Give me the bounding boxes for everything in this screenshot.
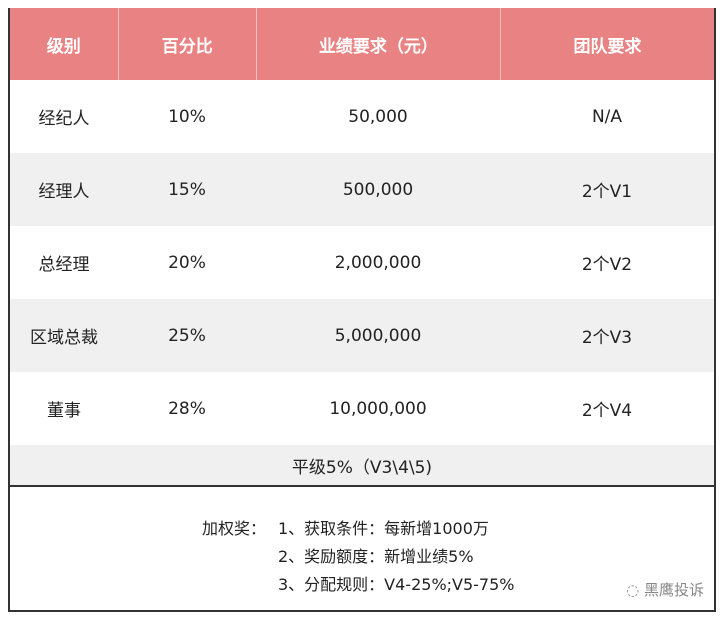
weighted-bonus-section: 加权奖： 1、获取条件：每新增1000万 2、奖励额度：新增业绩5% 3、分配规… bbox=[10, 487, 714, 610]
cell-level: 经理人 bbox=[38, 182, 90, 202]
watermark-text: 黑鹰投诉 bbox=[643, 581, 704, 599]
cell-team: 2个V1 bbox=[581, 182, 633, 202]
cell-percent: 25% bbox=[168, 325, 206, 346]
header-percent: 百分比 bbox=[119, 8, 257, 80]
weighted-bonus-label: 加权奖： bbox=[202, 519, 267, 538]
cell-level: 总经理 bbox=[38, 255, 90, 275]
cell-level: 董事 bbox=[47, 401, 81, 421]
cell-percent: 10% bbox=[168, 106, 206, 127]
table-row: 经纪人 10% 50,000 N/A bbox=[10, 80, 714, 153]
cell-team: 2个V2 bbox=[581, 255, 633, 275]
cell-level: 区域总裁 bbox=[30, 328, 98, 348]
cell-performance: 50,000 bbox=[348, 106, 408, 127]
table-row: 总经理 20% 2,000,000 2个V2 bbox=[10, 226, 714, 299]
weighted-bonus-item: 1、获取条件：每新增1000万 bbox=[278, 519, 489, 538]
cell-team: 2个V4 bbox=[581, 401, 633, 421]
header-performance: 业绩要求（元） bbox=[257, 8, 501, 80]
watermark: ◌ 黑鹰投诉 bbox=[626, 579, 704, 600]
header-team: 团队要求 bbox=[573, 36, 642, 57]
cell-performance: 10,000,000 bbox=[329, 398, 427, 419]
table-row: 董事 28% 10,000,000 2个V4 bbox=[10, 372, 714, 445]
cell-percent: 28% bbox=[168, 398, 206, 419]
weighted-bonus-item: 3、分配规则：V4-25%;V5-75% bbox=[278, 575, 515, 594]
cell-team: 2个V3 bbox=[581, 328, 633, 348]
weighted-bonus-item: 2、奖励额度：新增业绩5% bbox=[278, 547, 474, 566]
cell-performance: 5,000,000 bbox=[334, 325, 422, 346]
commission-table: 级别 百分比 业绩要求（元） 团队要求 经纪人 10% 50,000 N/A 经… bbox=[8, 8, 716, 612]
table-header: 级别 百分比 业绩要求（元） 团队要求 bbox=[10, 8, 714, 80]
cell-performance: 500,000 bbox=[342, 179, 414, 200]
flat-bonus-row: 平级5%（V3\4\5) bbox=[10, 445, 714, 487]
cell-percent: 20% bbox=[168, 252, 206, 273]
cell-level: 经纪人 bbox=[38, 109, 90, 129]
cell-team: N/A bbox=[591, 106, 623, 127]
cell-percent: 15% bbox=[168, 179, 206, 200]
header-level: 级别 bbox=[10, 8, 119, 80]
wechat-icon: ◌ bbox=[626, 581, 644, 599]
table-row: 经理人 15% 500,000 2个V1 bbox=[10, 153, 714, 226]
cell-performance: 2,000,000 bbox=[334, 252, 422, 273]
table-row: 区域总裁 25% 5,000,000 2个V3 bbox=[10, 299, 714, 372]
